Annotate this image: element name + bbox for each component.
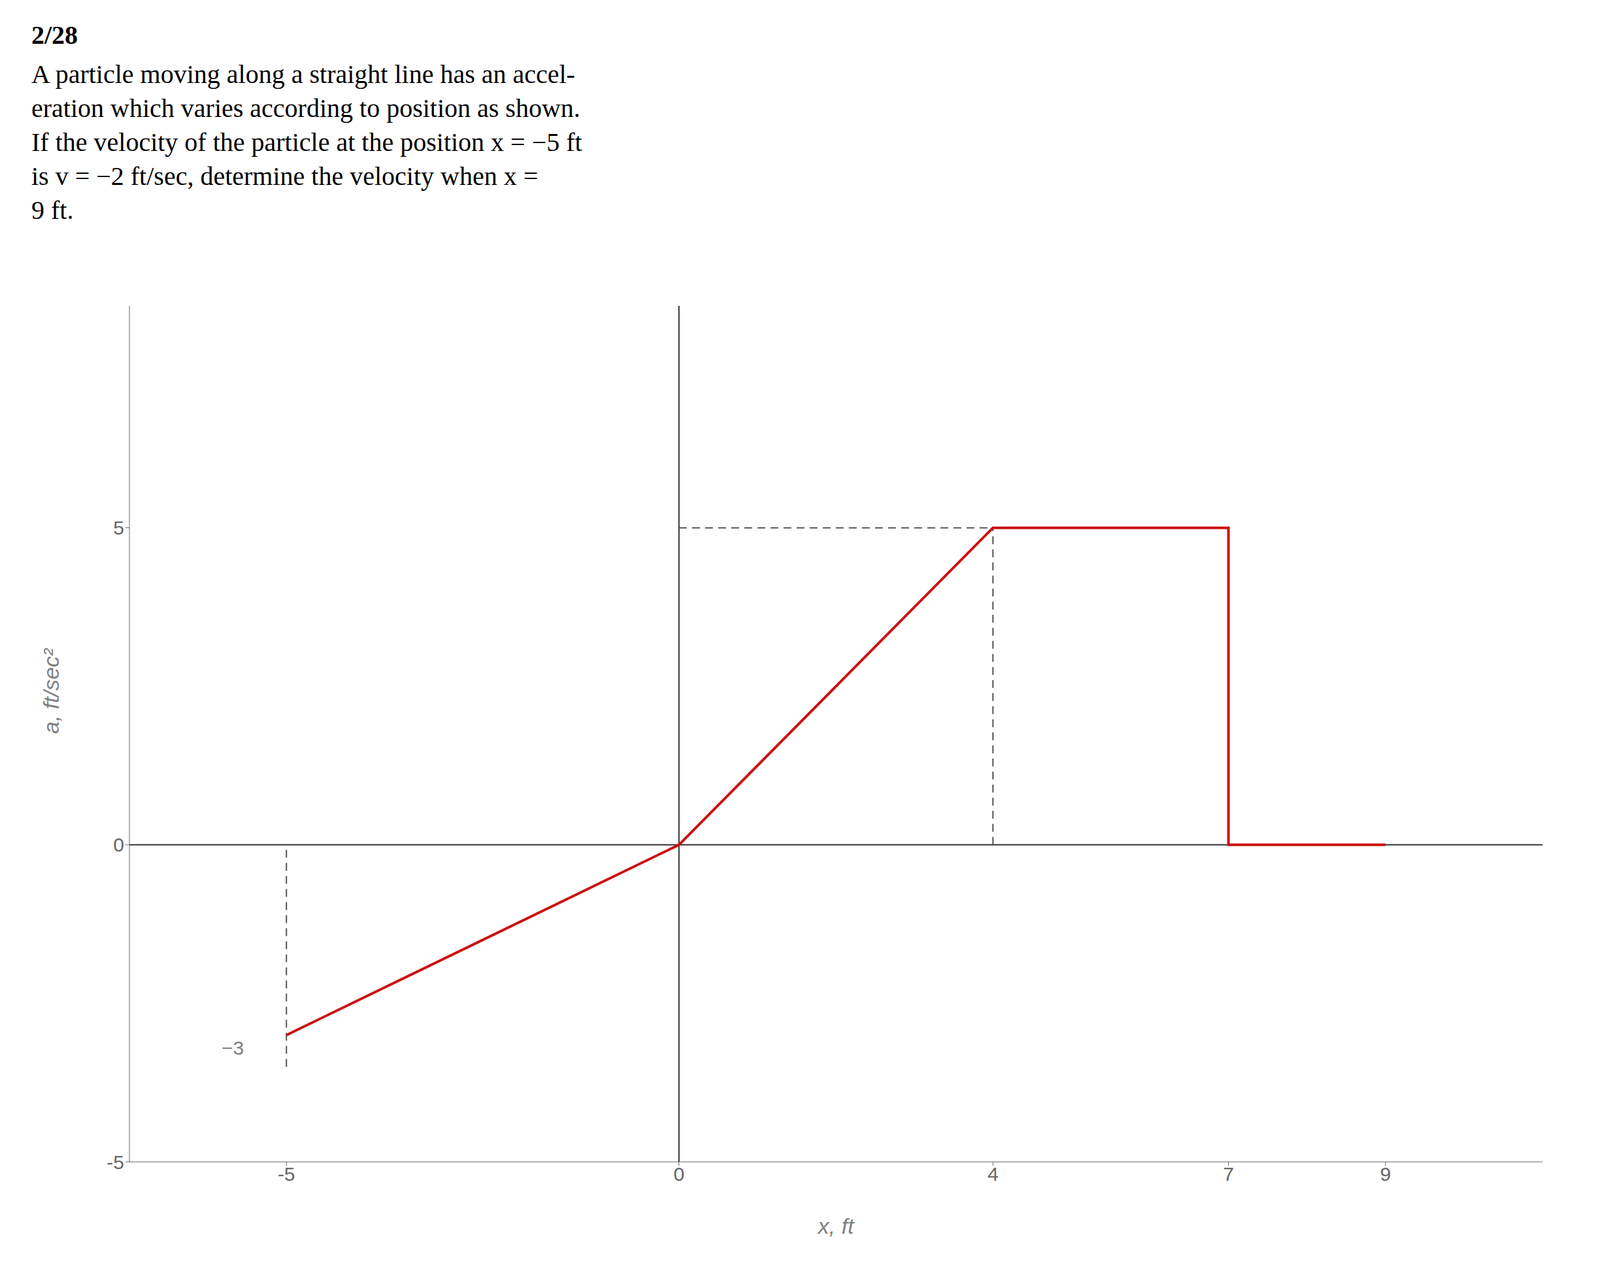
svg-text:9: 9 — [1379, 1163, 1391, 1185]
svg-text:a, ft/sec²: a, ft/sec² — [38, 647, 64, 734]
svg-text:0: 0 — [673, 1163, 685, 1185]
html-text:2/28: 2/28 — [31, 20, 78, 50]
html-text:A particle moving along a stra: A particle moving along a straight line … — [31, 59, 576, 89]
html-text:If the velocity of the particl: If the velocity of the particle at the p… — [31, 127, 583, 157]
svg-text:0: 0 — [113, 833, 125, 856]
html-text:9 ft.: 9 ft. — [31, 195, 74, 225]
html-text:is v = −2 ft/sec, determine th: is v = −2 ft/sec, determine the velocity… — [31, 161, 539, 191]
svg-text:x, ft: x, ft — [816, 1213, 855, 1239]
svg-text:7: 7 — [1222, 1163, 1234, 1185]
svg-text:-5: -5 — [106, 1151, 125, 1174]
html-text:eration which varies according: eration which varies according to positi… — [31, 93, 581, 123]
svg-text:5: 5 — [113, 516, 125, 539]
svg-text:−3: −3 — [221, 1037, 244, 1059]
svg-text:-5: -5 — [277, 1163, 296, 1185]
svg-text:4: 4 — [987, 1163, 999, 1185]
